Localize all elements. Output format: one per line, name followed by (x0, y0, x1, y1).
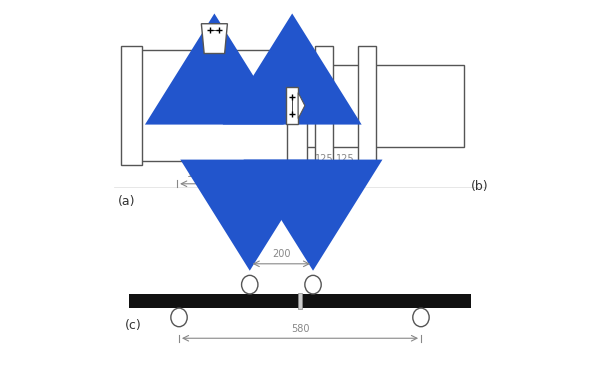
Text: 580: 580 (291, 324, 309, 334)
Ellipse shape (242, 275, 258, 294)
Bar (129, 294, 471, 308)
Text: 125: 125 (187, 169, 205, 179)
Ellipse shape (413, 308, 429, 327)
Bar (121, 46, 142, 165)
Bar (300, 64, 464, 147)
Ellipse shape (171, 308, 187, 327)
Text: (c): (c) (125, 318, 142, 332)
Bar (358, 46, 376, 165)
Bar (286, 87, 298, 124)
Text: (b): (b) (470, 180, 488, 193)
Bar (140, 50, 289, 162)
Text: (a): (a) (118, 195, 135, 208)
Polygon shape (298, 93, 305, 118)
Ellipse shape (305, 275, 321, 294)
Text: 125: 125 (336, 154, 355, 164)
Bar (287, 46, 307, 165)
Text: 125: 125 (314, 154, 333, 164)
Text: 125: 125 (224, 169, 242, 179)
Bar (315, 46, 333, 165)
Text: 200: 200 (272, 249, 290, 259)
Bar (298, 293, 302, 309)
Polygon shape (202, 24, 227, 54)
